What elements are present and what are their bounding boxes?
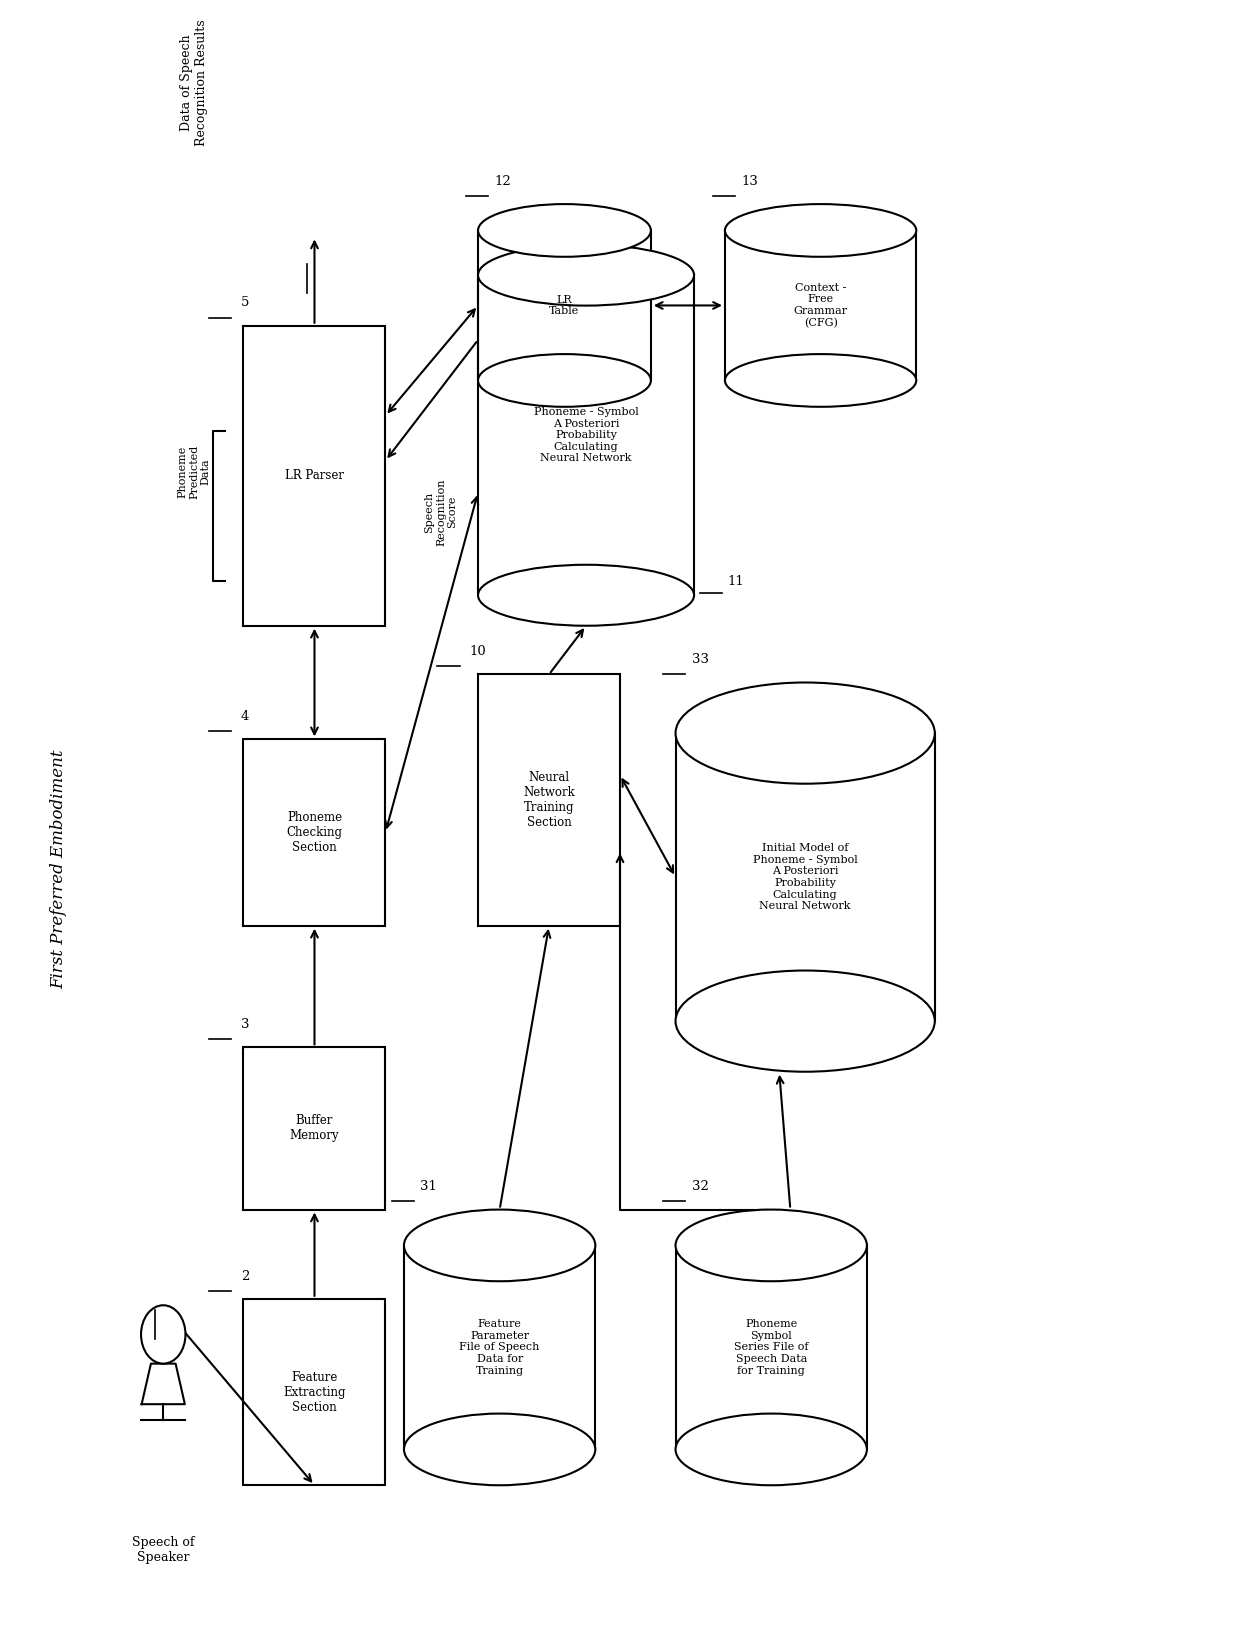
Ellipse shape — [676, 1209, 867, 1281]
Bar — [243, 739, 386, 926]
Text: 3: 3 — [241, 1018, 249, 1031]
Bar — [479, 275, 694, 595]
Text: 31: 31 — [420, 1180, 436, 1193]
Ellipse shape — [479, 245, 694, 306]
Text: 4: 4 — [241, 711, 249, 722]
Bar — [243, 325, 386, 626]
Ellipse shape — [479, 565, 694, 626]
Polygon shape — [141, 1364, 185, 1404]
Bar — [243, 1299, 386, 1485]
Text: Buffer
Memory: Buffer Memory — [290, 1114, 340, 1142]
Text: First Preferred Embodiment: First Preferred Embodiment — [50, 750, 67, 989]
Bar — [676, 1245, 867, 1449]
Ellipse shape — [404, 1209, 595, 1281]
Text: Initial Model of
Phoneme - Symbol
A Posteriori
Probability
Calculating
Neural Ne: Initial Model of Phoneme - Symbol A Post… — [753, 843, 858, 912]
Circle shape — [141, 1306, 186, 1364]
Text: 10: 10 — [470, 645, 486, 659]
Ellipse shape — [725, 204, 916, 257]
Text: Phoneme
Predicted
Data: Phoneme Predicted Data — [177, 444, 211, 498]
Bar — [404, 1245, 595, 1449]
Bar — [243, 1047, 386, 1209]
Ellipse shape — [676, 683, 935, 784]
Text: 33: 33 — [692, 654, 708, 667]
Ellipse shape — [479, 204, 651, 257]
Text: 11: 11 — [728, 575, 744, 588]
Bar — [676, 734, 935, 1021]
Text: Speech of
Speaker: Speech of Speaker — [131, 1536, 195, 1564]
Ellipse shape — [404, 1413, 595, 1485]
Text: Data of Speech
Recognition Results: Data of Speech Recognition Results — [180, 20, 208, 145]
Text: Context -
Free
Grammar
(CFG): Context - Free Grammar (CFG) — [794, 283, 848, 328]
Ellipse shape — [676, 971, 935, 1072]
Text: LR
Table: LR Table — [549, 294, 579, 317]
Bar — [479, 230, 651, 381]
Text: Speech
Recognition
Score: Speech Recognition Score — [424, 479, 458, 546]
Text: 5: 5 — [241, 296, 249, 309]
Text: Feature
Extracting
Section: Feature Extracting Section — [283, 1371, 346, 1413]
Text: 13: 13 — [742, 175, 758, 188]
Text: LR Parser: LR Parser — [285, 469, 343, 482]
Text: 2: 2 — [241, 1270, 249, 1283]
Bar — [725, 230, 916, 381]
Ellipse shape — [479, 355, 651, 407]
Ellipse shape — [725, 355, 916, 407]
Text: Phoneme - Symbol
A Posteriori
Probability
Calculating
Neural Network: Phoneme - Symbol A Posteriori Probabilit… — [533, 407, 639, 464]
Text: Feature
Parameter
File of Speech
Data for
Training: Feature Parameter File of Speech Data fo… — [460, 1319, 539, 1376]
Text: 32: 32 — [692, 1180, 708, 1193]
Text: Phoneme
Symbol
Series File of
Speech Data
for Training: Phoneme Symbol Series File of Speech Dat… — [734, 1319, 808, 1376]
Text: Phoneme
Checking
Section: Phoneme Checking Section — [286, 810, 342, 855]
Text: 12: 12 — [494, 175, 511, 188]
Bar — [479, 675, 620, 926]
Text: Neural
Network
Training
Section: Neural Network Training Section — [523, 771, 575, 828]
Ellipse shape — [676, 1413, 867, 1485]
